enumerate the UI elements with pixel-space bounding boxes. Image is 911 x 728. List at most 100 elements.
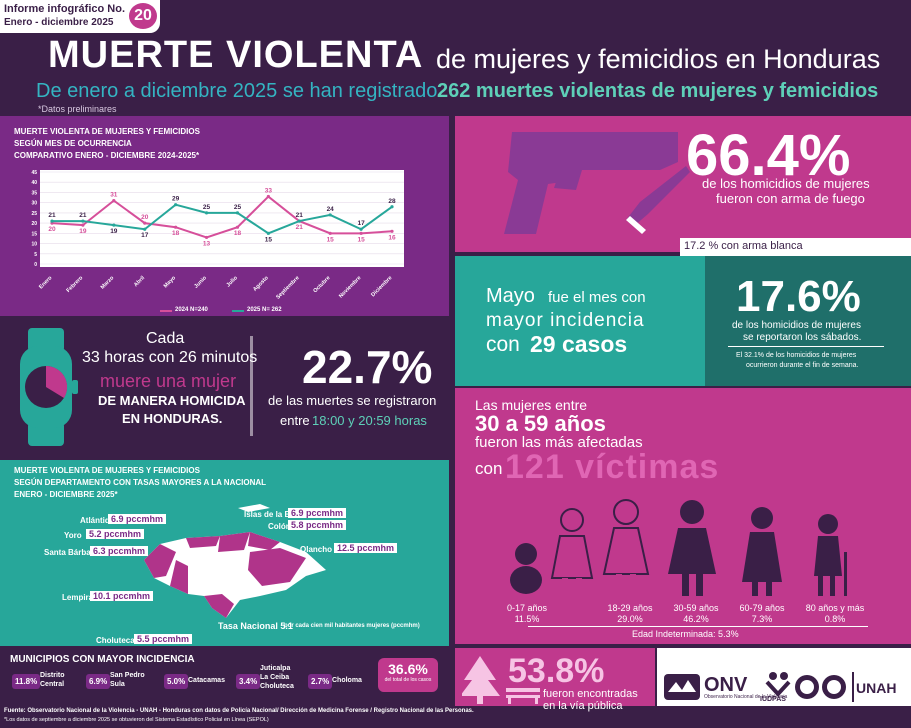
data-label: 29 [172, 196, 180, 203]
x-tick-label: Marzo [100, 275, 116, 291]
weekend-note-2: ocurrieron durante el fin de semana. [746, 362, 859, 369]
x-tick-label: Agosto [252, 275, 270, 293]
department-rate: 12.5 pccmhm [334, 543, 398, 553]
age-con: con [475, 459, 503, 478]
page-title-rest: de mujeres y femicidios en Honduras [436, 44, 881, 74]
map-heading-2: SEGÚN DEPARTAMENTO CON TASAS MAYORES A L… [14, 478, 267, 487]
municipality-name: Sula [110, 681, 125, 688]
data-point [204, 211, 209, 215]
age-undetermined: Edad Indeterminada: 5.3% [632, 629, 739, 639]
age-figures-icon [510, 499, 847, 596]
municipalities-heading: MUNICIPIOS CON MAYOR INCIDENCIA [10, 654, 195, 665]
public-road-text-2: en la vía pública [543, 700, 623, 712]
data-label: 20 [48, 226, 56, 233]
report-number-label: Informe infográfico No. [4, 3, 125, 15]
divider [852, 672, 854, 702]
y-tick-label: 20 [31, 221, 37, 227]
municipality-name: Distrito [40, 672, 65, 679]
data-point [266, 194, 270, 199]
honduras-map-icon [144, 504, 326, 618]
department-label: Islas de la Bahía [244, 510, 307, 519]
x-tick-label: Febrero [66, 275, 85, 294]
age-range: 30 a 59 años [475, 411, 606, 436]
seal-icons [795, 675, 846, 699]
data-label: 25 [234, 204, 242, 211]
data-label: 19 [79, 228, 87, 235]
municipalities-total: 36.6% del total de los casos [378, 658, 438, 692]
chart-heading-1: MUERTE VIOLENTA DE MUJERES Y FEMICIDIOS [14, 127, 200, 136]
series-line [52, 203, 393, 235]
national-rate-note: por cada cien mil habitantes mujeres (pc… [284, 623, 420, 629]
legend-swatch-2024 [160, 310, 172, 312]
data-point [390, 229, 394, 233]
chart-heading-3: COMPARATIVO ENERO - DICIEMBRE 2024-2025* [14, 151, 200, 160]
firearm-text-1: de los homicidios de mujeres [702, 176, 870, 191]
department-rate: 6.9 pccmhm [108, 514, 167, 524]
legend-label-2025: 2025 N= 262 [247, 307, 282, 313]
preliminary-note: *Datos preliminares [38, 104, 117, 114]
data-point [50, 219, 54, 223]
data-label: 15 [357, 236, 365, 243]
data-point [328, 213, 332, 217]
data-label: 20 [141, 214, 149, 221]
night-text-2: entre [280, 413, 310, 428]
public-road-text-1: fueron encontradas [543, 688, 638, 700]
data-point [235, 225, 240, 229]
map-heading-1: MUERTE VIOLENTA DE MUJERES Y FEMICIDIOS [14, 466, 200, 475]
x-tick-label: Diciembre [370, 275, 393, 298]
may-panel [455, 256, 705, 386]
frequency-text-4: DE MANERA HOMICIDA [98, 393, 246, 408]
municipality-percent: 5.0% [164, 674, 189, 689]
firearm-percent: 66.4% [686, 123, 851, 188]
age-group-label: 0-17 años [506, 603, 548, 613]
subtitle: De enero a diciembre 2025 se han registr… [36, 80, 438, 102]
peak-month-text: fue el mes con [548, 289, 646, 306]
department-label: Lempira [62, 593, 94, 602]
department-label: Santa Bárbara [44, 548, 99, 557]
peak-month-text-2: mayor incidencia [486, 310, 645, 331]
source-note: Fuente: Observatorio Nacional de la Viol… [4, 708, 474, 714]
municipality-name: Choluteca [260, 683, 294, 690]
peak-month-cases: 29 casos [530, 331, 628, 357]
x-tick-label: Octubre [312, 275, 331, 294]
frequency-text-1: Cada [146, 330, 185, 347]
municipalities-total-percent: 36.6% [388, 661, 428, 677]
unah-logo: UNAH [856, 680, 897, 696]
onv-logo-icon [664, 674, 700, 700]
frequency-text-5: EN HONDURAS. [122, 411, 223, 426]
report-period: Enero - diciembre 2025 [4, 17, 114, 28]
age-text-1: Las mujeres entre [475, 397, 588, 413]
x-tick-label: Junio [193, 275, 208, 290]
map-heading-3: ENERO - DICIEMBRE 2025* [14, 490, 118, 499]
data-point [81, 219, 85, 223]
data-label: 19 [110, 228, 118, 235]
data-label: 24 [327, 206, 335, 213]
data-label: 21 [296, 212, 304, 219]
municipality-name: Choloma [332, 677, 362, 684]
data-point [112, 199, 116, 203]
saturday-text-2: se reportaron los sábados. [743, 332, 862, 343]
age-group-value: 11.5% [514, 614, 540, 624]
x-tick-label: Mayo [163, 275, 178, 290]
onv-logo-subtitle: Observatorio Nacional de la Violencia [704, 694, 788, 700]
chart-heading-2: SEGÚN MES DE OCURRENCIA [14, 139, 132, 148]
municipality-name: San Pedro [110, 672, 145, 679]
blade-weapon-text: 17.2 % con arma blanca [680, 238, 911, 256]
department-label: Atlántida [80, 516, 115, 525]
data-point [204, 235, 209, 240]
report-number: 20 [129, 3, 157, 29]
x-tick-label: Abril [133, 275, 146, 288]
legend-swatch-2025 [232, 310, 244, 312]
data-point [112, 223, 116, 227]
municipality-percent: 11.8% [12, 674, 41, 689]
department-label: Choluteca [96, 636, 135, 645]
peak-month: Mayo [486, 285, 535, 307]
department-rate: 6.3 pccmhm [90, 546, 149, 556]
chart-plot-area [40, 170, 404, 267]
data-label: 21 [48, 212, 56, 219]
data-label: 15 [327, 236, 335, 243]
divider [528, 626, 868, 627]
data-label: 16 [388, 234, 396, 241]
night-text-1: de las muertes se registraron [268, 393, 437, 408]
